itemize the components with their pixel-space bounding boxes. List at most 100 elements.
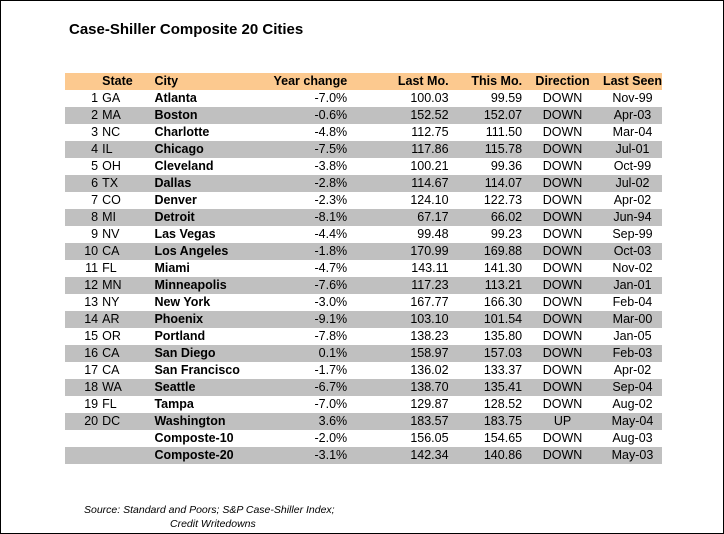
table-row: 11 FL Miami -4.7% 143.11 141.30 DOWN Nov-02 bbox=[65, 260, 662, 277]
cell-city: Portland bbox=[154, 329, 206, 343]
cell-city: Charlotte bbox=[154, 125, 210, 139]
cell-this-month: 135.80 bbox=[483, 329, 523, 343]
cell-last-seen: Jan-05 bbox=[613, 329, 652, 343]
cell-state: OH bbox=[102, 159, 121, 173]
cell-direction: DOWN bbox=[542, 431, 583, 445]
cell-last-month: 99.48 bbox=[417, 227, 449, 241]
header-state: State bbox=[102, 74, 133, 88]
cell-rank: 18 bbox=[84, 380, 99, 394]
cell-year-change: -9.1% bbox=[314, 312, 348, 326]
cell-last-seen: Nov-99 bbox=[612, 91, 653, 105]
table-row: Composte-20 -3.1% 142.34 140.86 DOWN May-03 bbox=[65, 447, 662, 464]
cell-direction: DOWN bbox=[542, 142, 583, 156]
cell-this-month: 140.86 bbox=[483, 448, 523, 462]
cell-year-change: -2.3% bbox=[314, 193, 348, 207]
cell-rank: 9 bbox=[91, 227, 99, 241]
cell-city: San Francisco bbox=[154, 363, 240, 377]
table-row: 7 CO Denver -2.3% 124.10 122.73 DOWN Apr-02 bbox=[65, 192, 662, 209]
cell-rank: 13 bbox=[84, 295, 99, 309]
cell-last-month: 142.34 bbox=[410, 448, 449, 462]
cell-last-seen: Jul-01 bbox=[615, 142, 650, 156]
cell-rank: 3 bbox=[91, 125, 99, 139]
cell-last-month: 103.10 bbox=[410, 312, 449, 326]
cell-this-month: 169.88 bbox=[483, 244, 523, 258]
cell-last-month: 138.70 bbox=[410, 380, 449, 394]
cell-rank: 20 bbox=[84, 414, 99, 428]
cell-year-change: -2.0% bbox=[314, 431, 348, 445]
cell-last-month: 114.67 bbox=[411, 176, 449, 190]
cell-rank: 11 bbox=[85, 261, 99, 275]
cell-last-month: 117.86 bbox=[411, 142, 449, 156]
cell-year-change: -7.0% bbox=[314, 91, 348, 105]
cell-direction: DOWN bbox=[542, 295, 583, 309]
cell-last-seen: Oct-03 bbox=[613, 244, 652, 258]
cell-city: Minneapolis bbox=[154, 278, 227, 292]
cell-last-seen: Aug-02 bbox=[612, 397, 653, 411]
table-row: 19 FL Tampa -7.0% 129.87 128.52 DOWN Aug-02 bbox=[65, 396, 662, 413]
cell-year-change: -3.0% bbox=[314, 295, 348, 309]
cell-this-month: 66.02 bbox=[490, 210, 523, 224]
cell-rank: 4 bbox=[91, 142, 99, 156]
cell-city: Composte-10 bbox=[154, 431, 234, 445]
cell-year-change: -8.1% bbox=[314, 210, 348, 224]
table-row: 9 NV Las Vegas -4.4% 99.48 99.23 DOWN Sep-99 bbox=[65, 226, 662, 243]
cell-rank: 17 bbox=[84, 363, 99, 377]
source-note: Source: Standard and Poors; S&P Case-Shi… bbox=[84, 504, 335, 516]
cell-state: TX bbox=[102, 176, 119, 190]
cell-this-month: 154.65 bbox=[483, 431, 523, 445]
table-row: 2 MA Boston -0.6% 152.52 152.07 DOWN Apr-03 bbox=[65, 107, 662, 124]
cell-direction: DOWN bbox=[542, 176, 583, 190]
cell-this-month: 111.50 bbox=[485, 125, 523, 139]
cell-this-month: 135.41 bbox=[483, 380, 523, 394]
cell-this-month: 128.52 bbox=[483, 397, 523, 411]
cell-state: MA bbox=[102, 108, 121, 122]
cell-this-month: 101.54 bbox=[483, 312, 523, 326]
cell-rank: 2 bbox=[91, 108, 99, 122]
cell-state: AR bbox=[102, 312, 120, 326]
table-row: 3 NC Charlotte -4.8% 112.75 111.50 DOWN Mar-04 bbox=[65, 124, 662, 141]
cell-city: Denver bbox=[154, 193, 197, 207]
cell-direction: DOWN bbox=[542, 346, 583, 360]
cell-city: San Diego bbox=[154, 346, 216, 360]
cell-last-month: 100.03 bbox=[410, 91, 449, 105]
cell-year-change: -7.6% bbox=[314, 278, 348, 292]
cell-direction: DOWN bbox=[542, 125, 583, 139]
cell-rank bbox=[65, 430, 98, 447]
cell-city: Washington bbox=[154, 414, 226, 428]
cell-state: IL bbox=[102, 142, 113, 156]
cell-year-change: -4.7% bbox=[314, 261, 348, 275]
cell-state: DC bbox=[102, 414, 121, 428]
cell-rank: 7 bbox=[91, 193, 99, 207]
cell-state: CA bbox=[102, 363, 120, 377]
cell-this-month: 99.23 bbox=[490, 227, 523, 241]
cell-direction: DOWN bbox=[542, 227, 583, 241]
cell-rank: 14 bbox=[84, 312, 99, 326]
cell-year-change: -3.8% bbox=[314, 159, 348, 173]
cell-last-month: 183.57 bbox=[410, 414, 449, 428]
cell-city: Dallas bbox=[154, 176, 192, 190]
cell-city: Phoenix bbox=[154, 312, 204, 326]
cell-last-month: 129.87 bbox=[410, 397, 449, 411]
cell-last-month: 170.99 bbox=[410, 244, 449, 258]
cell-last-seen: Mar-00 bbox=[612, 312, 653, 326]
cell-city: Los Angeles bbox=[154, 244, 229, 258]
table-row: 14 AR Phoenix -9.1% 103.10 101.54 DOWN Mar-00 bbox=[65, 311, 662, 328]
cell-direction: DOWN bbox=[542, 448, 583, 462]
cell-direction: DOWN bbox=[542, 380, 583, 394]
header-last-month: Last Mo. bbox=[397, 74, 449, 88]
cell-direction: DOWN bbox=[542, 329, 583, 343]
table-row: 16 CA San Diego 0.1% 158.97 157.03 DOWN Feb-03 bbox=[65, 345, 662, 362]
table-row: 4 IL Chicago -7.5% 117.86 115.78 DOWN Jul-01 bbox=[65, 141, 662, 158]
cell-year-change: -4.4% bbox=[314, 227, 348, 241]
table-row: 12 MN Minneapolis -7.6% 117.23 113.21 DOWN Jan-… bbox=[65, 277, 662, 294]
cell-state: MI bbox=[102, 210, 117, 224]
cell-year-change: -7.5% bbox=[314, 142, 348, 156]
cell-state: NC bbox=[102, 125, 121, 139]
cell-this-month: 166.30 bbox=[483, 295, 523, 309]
table-row: 15 OR Portland -7.8% 138.23 135.80 DOWN Jan-05 bbox=[65, 328, 662, 345]
cell-year-change: 0.1% bbox=[318, 346, 348, 360]
source-credit: Credit Writedowns bbox=[170, 518, 256, 530]
cell-year-change: -7.8% bbox=[314, 329, 348, 343]
header-rank bbox=[65, 73, 98, 90]
cell-this-month: 115.78 bbox=[484, 142, 523, 156]
